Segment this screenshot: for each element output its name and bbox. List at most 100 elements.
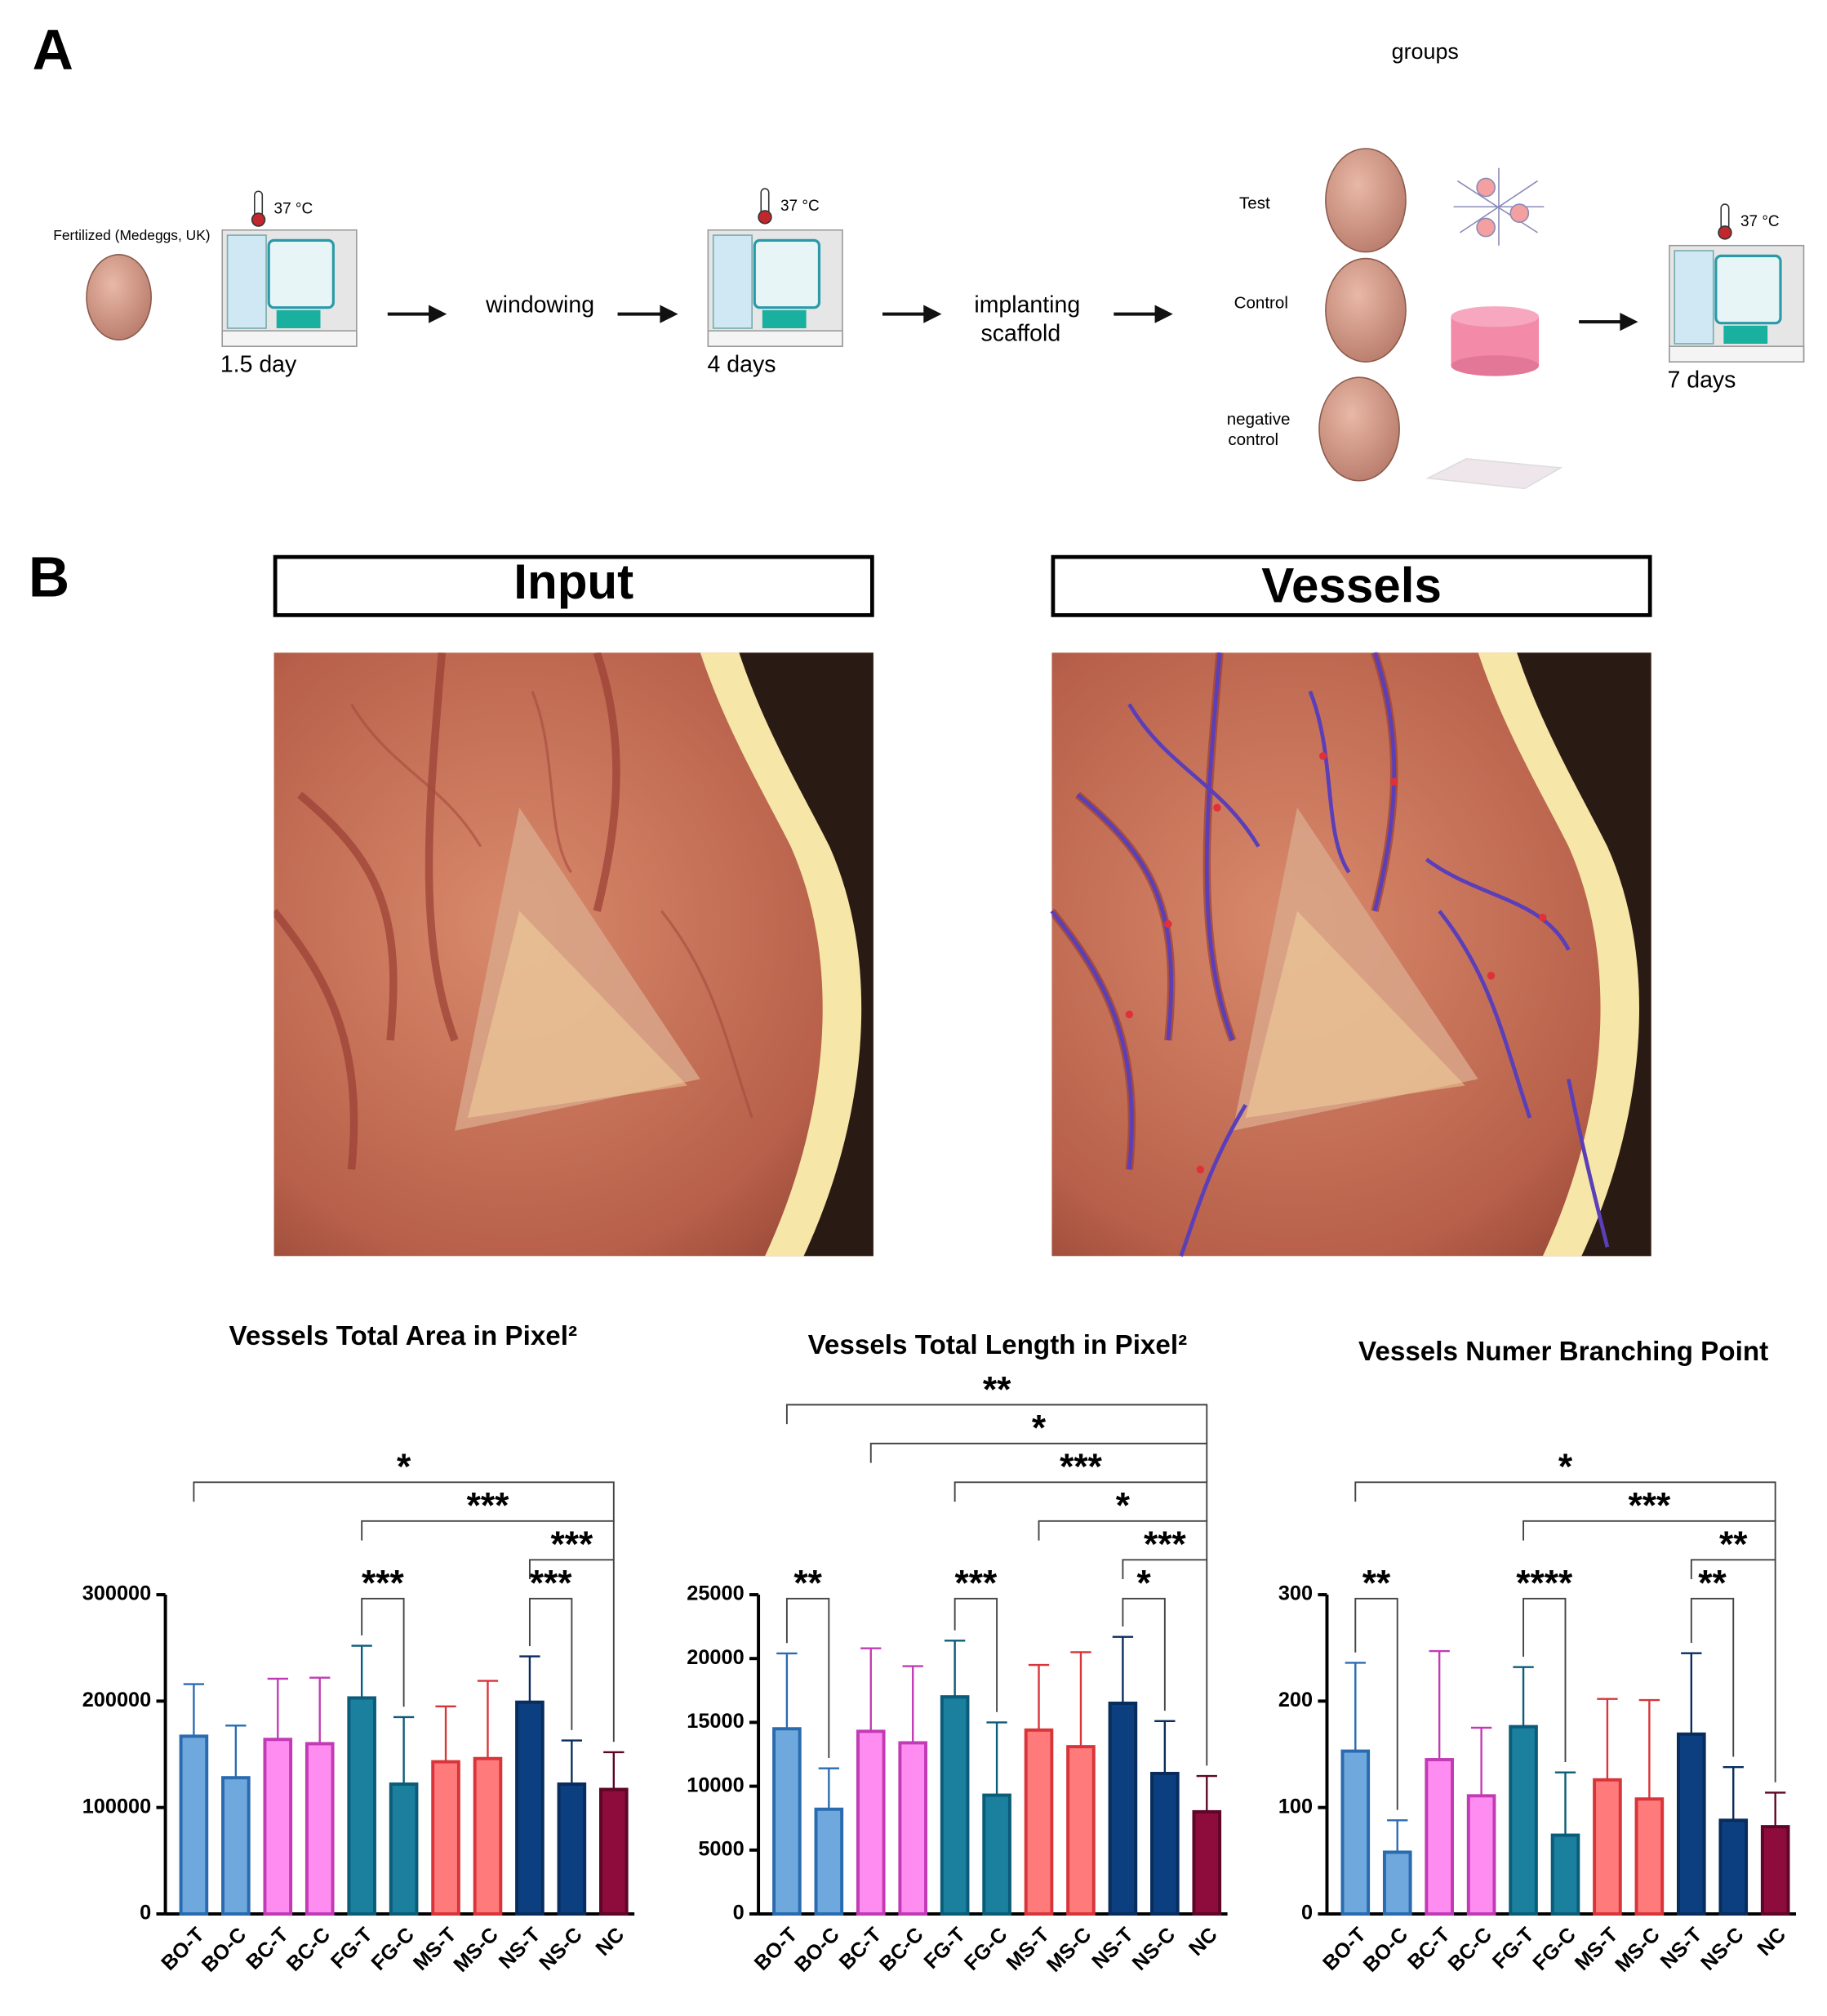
bar [1593,1778,1622,1916]
thermometer [1718,203,1732,240]
scaffold [1451,306,1540,376]
y-tick-label: 200000 [82,1689,151,1711]
significance-label: *** [1629,1486,1671,1526]
step: windowing [485,292,594,318]
x-tick-label: NS-T [1087,1923,1138,1974]
x-tick-label: BC-C [1444,1923,1497,1976]
vessel-overlay [1050,652,1610,1257]
x-tick-label: NS-C [1696,1923,1749,1975]
significance-label: *** [467,1486,509,1526]
chart-title: Vessels Total Area in Pixel² [229,1321,578,1351]
bar [1150,1771,1180,1916]
y-tick-label: 0 [733,1902,745,1925]
egg [1318,376,1400,482]
x-tick-label: MS-C [449,1923,503,1977]
y-tick-label: 5000 [698,1837,744,1860]
y-tick-label: 15000 [687,1710,744,1733]
bar [856,1729,886,1916]
significance-label: * [1116,1486,1131,1526]
y-tick-label: 100 [1278,1795,1313,1818]
significance-bracket [1122,1559,1208,1766]
duration: 4 days [708,351,776,377]
x-tick-label: MS-C [1611,1923,1665,1977]
input-image [274,652,873,1256]
panel-label: A [33,18,73,82]
significance-bracket [785,1404,1208,1444]
groups-title: groups [1392,39,1459,64]
y-tick-label: 25000 [687,1582,744,1605]
significance-bracket [1038,1520,1208,1560]
chart-title: Vessels Total Length in Pixel² [808,1330,1188,1360]
bar [347,1696,376,1916]
y-tick-label: 300 [1278,1582,1313,1605]
significance-label: ** [1698,1564,1727,1604]
bar [940,1695,970,1916]
x-tick-label: FG-C [960,1923,1012,1975]
significance-bracket [1690,1597,1735,1757]
bar [814,1807,844,1916]
significance-label: *** [362,1564,404,1604]
group-label: Test [1239,194,1270,213]
x-tick-label: BC-C [282,1923,336,1976]
significance-label: * [397,1447,411,1487]
significance-bracket [193,1481,615,1521]
significance-bracket [361,1597,405,1707]
bar [431,1760,460,1916]
significance-label: * [1558,1447,1573,1487]
y-tick-label: 20000 [687,1646,744,1669]
significance-bracket [1690,1559,1776,1782]
panel-label: B [29,545,69,609]
cell-network [1453,167,1545,246]
x-tick-label: BO-T [1318,1923,1371,1975]
bar [263,1738,293,1916]
x-tick-label: NC [1185,1923,1222,1960]
bar [1192,1809,1222,1916]
temperature: 37 °C [780,198,820,215]
y-tick-label: 100000 [82,1795,151,1818]
bar [304,1742,335,1916]
panel-b: B Input Vessels [29,545,1651,1257]
bar [1509,1725,1538,1916]
x-tick-label: NS-C [535,1923,587,1975]
arrows [387,305,1638,332]
significance-bracket [1354,1481,1776,1521]
x-tick-label: NS-T [495,1923,545,1974]
vessels-image [1051,652,1651,1256]
significance-bracket [869,1442,1208,1483]
egg [1325,148,1407,253]
image-title: Input [513,554,633,609]
significance-label: * [1032,1409,1047,1449]
group-label: negative [1227,410,1291,429]
significance-label: *** [530,1564,572,1604]
significance-label: ** [1719,1524,1748,1564]
sheet [1425,458,1563,490]
x-tick-label: BO-T [750,1923,802,1975]
egg [86,253,152,341]
step: implanting [974,292,1080,318]
x-tick-label: MS-T [1571,1923,1623,1975]
x-tick-label: BC-T [835,1923,887,1974]
bar [1066,1745,1096,1916]
significance-bracket [361,1520,615,1560]
step: scaffold [981,320,1061,346]
significance-bracket [954,1481,1208,1521]
incubator [706,229,844,348]
x-tick-label: BC-T [242,1923,293,1974]
x-tick-label: NC [1754,1923,1791,1960]
bar [1466,1794,1496,1916]
significance-label: **** [1516,1564,1573,1604]
temperature: 37 °C [1740,213,1780,230]
y-tick-label: 300000 [82,1582,151,1605]
bar [772,1727,802,1916]
egg [1325,257,1407,363]
bar [515,1700,545,1916]
x-tick-label: BC-T [1403,1923,1455,1974]
thermometer [251,190,266,227]
bar [1634,1797,1665,1916]
bar [1340,1749,1371,1916]
x-tick-label: BO-C [790,1923,844,1977]
bar [389,1782,419,1916]
bar [557,1782,587,1916]
